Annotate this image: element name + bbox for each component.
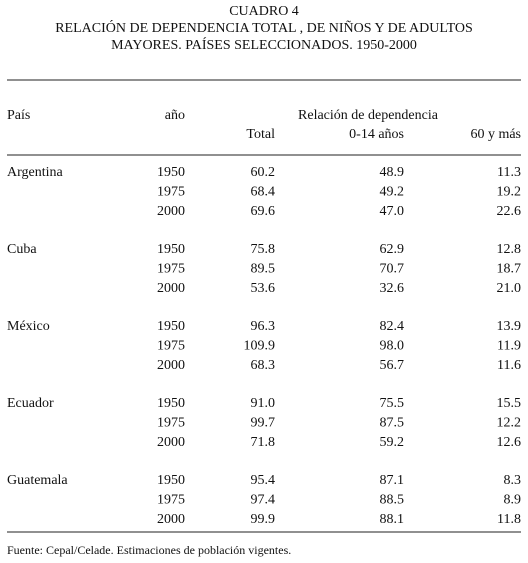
cell: 99.9 (251, 512, 276, 527)
country: Argentina (7, 165, 64, 180)
cell: 11.3 (497, 165, 521, 180)
title-line: MAYORES. PAÍSES SELECCIONADOS. 1950-2000 (111, 36, 417, 53)
cell: 68.3 (251, 358, 276, 373)
cell: 8.9 (504, 493, 522, 508)
cell: 11.8 (497, 512, 521, 527)
cell: 89.5 (251, 262, 276, 277)
cell: 88.1 (380, 512, 405, 527)
cell: 68.4 (251, 185, 276, 200)
source-note: Fuente: Cepal/Celade. Estimaciones de po… (7, 543, 291, 557)
title-line: RELACIÓN DE DEPENDENCIA TOTAL , DE NIÑOS… (55, 19, 473, 36)
cell: 82.4 (380, 319, 405, 334)
cell: 21.0 (497, 281, 522, 296)
cell: 48.9 (380, 165, 405, 180)
country: Cuba (7, 242, 37, 257)
country: Guatemala (7, 473, 68, 488)
cell: 88.5 (380, 493, 405, 508)
cell: 1975 (157, 262, 185, 277)
cell: 87.1 (380, 473, 405, 488)
cell: 91.0 (251, 396, 276, 411)
cell: 97.4 (251, 493, 276, 508)
cell: 75.5 (380, 396, 405, 411)
col-group-header: Relación de dependencia (298, 108, 439, 123)
col-header: 60 y más (470, 127, 521, 142)
cell: 1975 (157, 416, 185, 431)
cell: 12.6 (497, 435, 522, 450)
cell: 1950 (157, 165, 185, 180)
cell: 75.8 (251, 242, 276, 257)
cell: 109.9 (244, 339, 276, 354)
cell: 59.2 (380, 435, 405, 450)
col-header: País (7, 108, 30, 123)
cell: 1950 (157, 242, 185, 257)
cell: 1975 (157, 185, 185, 200)
cell: 19.2 (497, 185, 522, 200)
cell: 2000 (157, 204, 185, 219)
col-header: Total (246, 127, 275, 142)
cell: 60.2 (251, 165, 276, 180)
cell: 18.7 (497, 262, 522, 277)
cell: 13.9 (497, 319, 522, 334)
cell: 2000 (157, 281, 185, 296)
cell: 15.5 (497, 396, 522, 411)
country: México (7, 319, 50, 334)
col-header: año (165, 108, 185, 123)
cell: 32.6 (380, 281, 405, 296)
cell: 62.9 (380, 242, 405, 257)
cell: 12.8 (497, 242, 522, 257)
title-line: CUADRO 4 (229, 4, 299, 19)
cell: 22.6 (497, 204, 522, 219)
cell: 2000 (157, 512, 185, 527)
cell: 1975 (157, 339, 185, 354)
cell: 1975 (157, 493, 185, 508)
country: Ecuador (7, 396, 54, 411)
cell: 49.2 (380, 185, 405, 200)
cell: 53.6 (251, 281, 276, 296)
col-header: 0-14 años (349, 127, 404, 142)
cell: 70.7 (380, 262, 405, 277)
cell: 96.3 (251, 319, 276, 334)
cell: 98.0 (380, 339, 405, 354)
cell: 69.6 (251, 204, 276, 219)
cell: 47.0 (380, 204, 405, 219)
cell: 11.6 (497, 358, 521, 373)
cell: 2000 (157, 435, 185, 450)
cell: 87.5 (380, 416, 405, 431)
cell: 2000 (157, 358, 185, 373)
cell: 1950 (157, 473, 185, 488)
cell: 8.3 (504, 473, 522, 488)
cell: 12.2 (497, 416, 522, 431)
cell: 95.4 (251, 473, 276, 488)
cell: 11.9 (497, 339, 521, 354)
cell: 99.7 (251, 416, 276, 431)
cell: 1950 (157, 396, 185, 411)
cell: 1950 (157, 319, 185, 334)
cell: 56.7 (380, 358, 405, 373)
cell: 71.8 (251, 435, 276, 450)
